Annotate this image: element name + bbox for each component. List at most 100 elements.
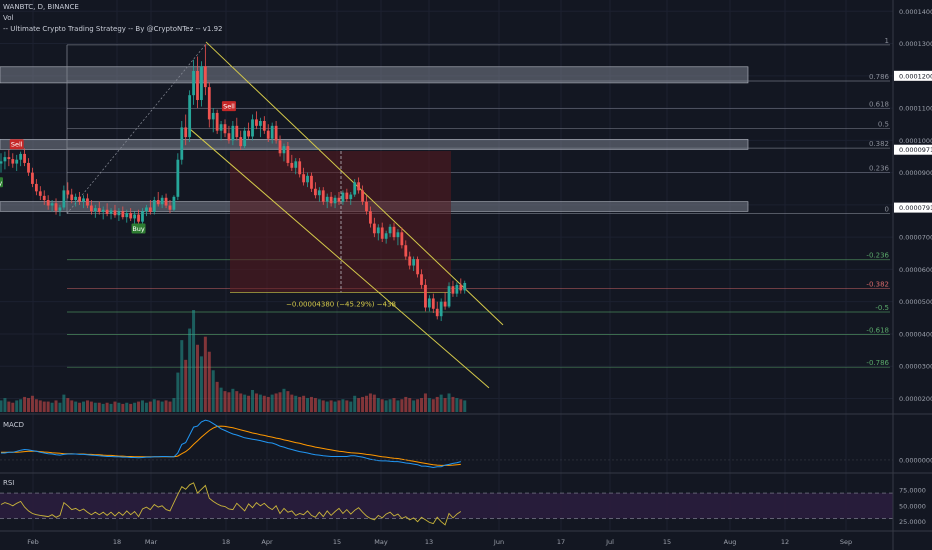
fib-label-3: 0.5 [878, 120, 889, 128]
rsi-pane [0, 482, 462, 526]
candle-body [392, 226, 396, 238]
fib-label-7: -0.236 [866, 252, 889, 260]
price-tick-label: 0.00006000 [899, 266, 932, 274]
candle-body [160, 197, 164, 205]
candle-body [133, 214, 137, 219]
candle-body [262, 120, 266, 131]
axes: 0.00014000 0.00013000 0.00012000 0.00011000… [27, 0, 932, 550]
volume-bar [337, 400, 341, 412]
rsi-label[interactable]: RSI [3, 479, 15, 487]
rsi-tick-label: 25.0000 [899, 518, 926, 526]
candle-body [196, 70, 199, 101]
candle-body [353, 182, 357, 195]
volume-bar [290, 394, 294, 412]
signal-buy-text: Buy [132, 225, 145, 233]
candle-body [400, 232, 404, 246]
price-tick-label: 0.00010000 [899, 137, 932, 145]
volume-bar [188, 328, 192, 412]
candle-body [412, 259, 416, 266]
volume-bar [30, 395, 34, 412]
volume-bar [247, 395, 251, 412]
candle-body [66, 190, 70, 195]
price-badge-bg [894, 144, 932, 155]
candle-body [235, 125, 239, 138]
volume-bar [412, 400, 416, 412]
candle-body [145, 207, 148, 212]
volume-bar [333, 401, 337, 412]
volume-bar [302, 395, 306, 412]
candle-body [345, 192, 349, 200]
volume-bar [11, 402, 15, 412]
candle-body [31, 172, 34, 184]
volume-bar [97, 402, 101, 412]
candle-body [349, 194, 353, 200]
volume-bar [196, 344, 199, 412]
volume-bar [46, 401, 50, 412]
volume-bar [404, 396, 408, 412]
candle-body [258, 120, 262, 126]
symbol-title[interactable]: WANBTC, D, BINANCE [3, 3, 79, 11]
rsi-band [0, 492, 893, 519]
candle-body [278, 140, 282, 154]
candle-body [192, 70, 195, 96]
candle-body [7, 157, 11, 160]
candle-body [294, 161, 298, 168]
volume-bar [66, 398, 70, 412]
volume-bar [298, 396, 302, 412]
volume-label[interactable]: Vol [3, 14, 14, 22]
signal-buy-badge [131, 223, 146, 234]
candle-body [101, 209, 105, 212]
volume-bar [400, 399, 404, 412]
volume-bar [416, 399, 420, 412]
resistance-zone-0 [0, 66, 749, 84]
volume-bar [372, 394, 376, 412]
volume-bar [423, 393, 427, 412]
time-tick-label: 18 [113, 538, 121, 546]
candle-body [357, 182, 361, 191]
indicator-label[interactable]: -- Ultimate Crypto Trading Strategy -- B… [3, 25, 223, 33]
macd-label[interactable]: MACD [3, 421, 24, 429]
price-tick-label: 0.00003000 [899, 363, 932, 371]
candle-body [266, 130, 270, 139]
candles [0, 44, 467, 322]
volume-bar [133, 402, 137, 412]
channel-lower-line [189, 128, 490, 389]
volume-bar [15, 400, 19, 412]
volume-bar [34, 399, 38, 412]
candle-body [337, 197, 341, 202]
candle-body [404, 245, 408, 257]
volume-bar [42, 401, 46, 412]
time-tick-label: Apr [261, 538, 273, 546]
candle-body [148, 207, 152, 212]
measure-box: −0.00004380 (−45.29%) −438 [230, 151, 451, 308]
volume-bar [396, 400, 400, 412]
volume-bar [27, 398, 31, 412]
candle-body [11, 159, 15, 164]
volume-bar [152, 399, 156, 412]
candle-body [455, 284, 459, 294]
fib-label-10: -0.618 [866, 327, 889, 335]
volume-bar [58, 402, 62, 412]
candle-body [388, 226, 392, 234]
volume-bar [121, 403, 125, 412]
volume-bar [313, 398, 317, 412]
time-tick-label: 18 [222, 538, 230, 546]
volume-bar [235, 391, 239, 412]
volume-bar [38, 400, 42, 412]
candle-body [93, 208, 97, 212]
candle-body [19, 153, 23, 160]
candle-body [420, 274, 423, 285]
candle-body [203, 66, 207, 88]
candle-body [435, 308, 439, 317]
volume-bar [239, 393, 243, 412]
volume-bar [431, 399, 435, 412]
volume-bar [282, 388, 286, 412]
candle-body [137, 214, 140, 222]
candle-body [156, 200, 160, 205]
volume-bar [117, 402, 121, 412]
volume-bar [101, 403, 105, 412]
fib-retracement: 1 0.786 0.618 0.5 0.382 0.236 0 -0.236 -0.382 -0.… [66, 37, 890, 368]
time-tick-label: 17 [557, 538, 565, 546]
volume-bar [70, 400, 74, 412]
